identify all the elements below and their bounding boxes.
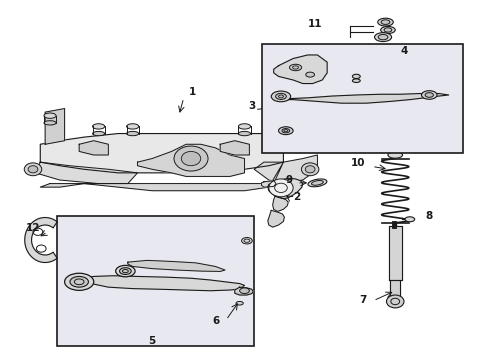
- Ellipse shape: [352, 79, 360, 82]
- Polygon shape: [25, 217, 57, 262]
- Ellipse shape: [92, 124, 104, 129]
- Ellipse shape: [421, 91, 436, 99]
- Text: 10: 10: [350, 158, 365, 168]
- Polygon shape: [234, 287, 253, 295]
- Ellipse shape: [241, 238, 252, 244]
- Ellipse shape: [380, 20, 389, 24]
- Circle shape: [268, 179, 292, 197]
- Circle shape: [181, 152, 201, 166]
- Ellipse shape: [238, 131, 250, 136]
- Polygon shape: [389, 280, 399, 298]
- Circle shape: [174, 146, 207, 171]
- Circle shape: [305, 166, 314, 173]
- Polygon shape: [272, 196, 287, 211]
- Polygon shape: [388, 226, 401, 280]
- Ellipse shape: [387, 152, 402, 158]
- Text: 6: 6: [211, 316, 219, 325]
- Ellipse shape: [116, 265, 135, 277]
- Ellipse shape: [377, 18, 392, 26]
- Text: 4: 4: [399, 46, 407, 56]
- Polygon shape: [45, 109, 64, 144]
- Polygon shape: [127, 260, 224, 271]
- Ellipse shape: [277, 121, 289, 125]
- Ellipse shape: [126, 131, 139, 136]
- Ellipse shape: [236, 301, 243, 305]
- Ellipse shape: [278, 127, 292, 135]
- Ellipse shape: [271, 91, 290, 102]
- Ellipse shape: [380, 26, 394, 33]
- Polygon shape: [35, 162, 137, 184]
- Polygon shape: [254, 155, 317, 184]
- Ellipse shape: [282, 129, 289, 133]
- Ellipse shape: [377, 35, 387, 40]
- Circle shape: [28, 166, 38, 173]
- Circle shape: [386, 295, 403, 308]
- Polygon shape: [79, 141, 108, 155]
- Ellipse shape: [44, 113, 56, 118]
- Text: 12: 12: [26, 224, 40, 233]
- Ellipse shape: [404, 217, 414, 222]
- Polygon shape: [268, 109, 292, 144]
- Text: 2: 2: [292, 192, 300, 202]
- Text: 8: 8: [425, 211, 432, 221]
- Polygon shape: [40, 162, 283, 191]
- Bar: [57, 216, 254, 346]
- Ellipse shape: [307, 179, 326, 187]
- Ellipse shape: [383, 28, 391, 32]
- Ellipse shape: [119, 268, 131, 274]
- Ellipse shape: [374, 33, 391, 41]
- Text: 3: 3: [247, 101, 255, 111]
- Polygon shape: [261, 181, 276, 187]
- Ellipse shape: [275, 93, 286, 99]
- Ellipse shape: [352, 74, 360, 78]
- Bar: [261, 44, 462, 153]
- Ellipse shape: [64, 273, 94, 291]
- Polygon shape: [276, 94, 448, 103]
- Text: 5: 5: [148, 336, 155, 346]
- Polygon shape: [220, 141, 249, 155]
- Polygon shape: [40, 134, 283, 173]
- Polygon shape: [137, 144, 244, 176]
- Text: 11: 11: [307, 19, 322, 29]
- Ellipse shape: [126, 124, 139, 129]
- Ellipse shape: [424, 93, 432, 97]
- Text: 7: 7: [359, 295, 366, 305]
- Polygon shape: [267, 178, 302, 199]
- Circle shape: [301, 163, 318, 176]
- Ellipse shape: [305, 72, 314, 77]
- Ellipse shape: [70, 276, 88, 287]
- Polygon shape: [267, 210, 284, 227]
- Ellipse shape: [44, 121, 56, 125]
- Ellipse shape: [238, 124, 250, 129]
- Ellipse shape: [92, 131, 104, 136]
- Text: 1: 1: [188, 87, 195, 97]
- Circle shape: [24, 163, 41, 176]
- Ellipse shape: [239, 288, 249, 294]
- Ellipse shape: [277, 113, 289, 118]
- Polygon shape: [273, 55, 326, 84]
- Ellipse shape: [289, 64, 301, 71]
- Ellipse shape: [311, 180, 323, 185]
- Polygon shape: [81, 276, 244, 291]
- Text: 9: 9: [285, 175, 291, 185]
